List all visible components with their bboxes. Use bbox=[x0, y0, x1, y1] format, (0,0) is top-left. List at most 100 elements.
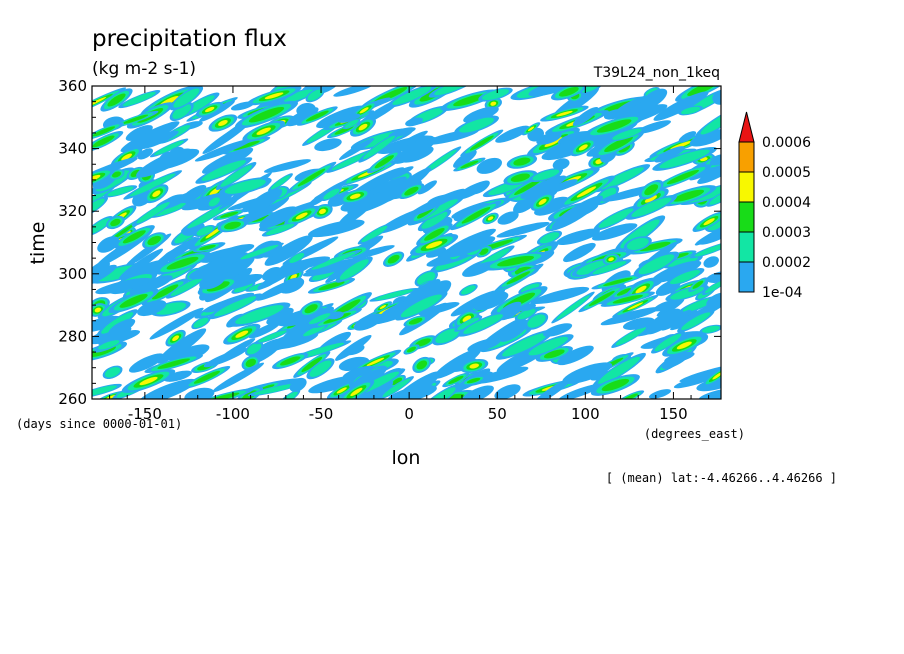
precip-cell bbox=[339, 138, 375, 160]
precip-cell bbox=[357, 223, 392, 245]
precip-contour bbox=[696, 376, 721, 392]
chart-title: precipitation flux bbox=[92, 26, 287, 52]
precip-contour bbox=[600, 307, 660, 326]
precip-contour bbox=[615, 327, 646, 346]
precip-contour bbox=[621, 393, 638, 399]
precip-cell bbox=[163, 370, 192, 382]
y-tick-label: 300 bbox=[58, 265, 87, 283]
precip-cell bbox=[689, 129, 721, 147]
precip-contour bbox=[702, 325, 720, 333]
precip-cell bbox=[228, 302, 291, 327]
precip-contour bbox=[395, 130, 428, 149]
precip-cell bbox=[217, 218, 248, 233]
precip-cell bbox=[661, 352, 690, 369]
precip-cell bbox=[645, 308, 681, 335]
precip-contour bbox=[157, 358, 191, 369]
precip-contour bbox=[639, 241, 671, 251]
precip-contour bbox=[290, 274, 298, 280]
precip-cell bbox=[482, 212, 499, 225]
precip-cell bbox=[92, 383, 122, 399]
precip-cell bbox=[417, 209, 452, 232]
precip-cell bbox=[108, 318, 136, 336]
precip-contour bbox=[487, 216, 494, 221]
precip-contour bbox=[400, 294, 442, 318]
precip-contour bbox=[284, 89, 314, 103]
precip-cell bbox=[279, 277, 305, 294]
precip-contour bbox=[461, 285, 476, 295]
precip-contour bbox=[689, 129, 721, 147]
precip-contour bbox=[576, 260, 611, 275]
precip-contour bbox=[601, 378, 630, 392]
precip-contour bbox=[654, 333, 682, 352]
precip-cell bbox=[140, 130, 179, 149]
precip-contour bbox=[137, 300, 167, 317]
precip-contour bbox=[544, 137, 563, 147]
precip-cell bbox=[530, 192, 555, 211]
precip-contour bbox=[374, 155, 394, 169]
precip-cell bbox=[194, 224, 216, 238]
precip-cell bbox=[95, 277, 152, 295]
precip-cell bbox=[191, 316, 211, 330]
precip-contour bbox=[392, 377, 403, 386]
precip-cell bbox=[95, 338, 123, 351]
precip-cell bbox=[506, 154, 538, 169]
precip-cell bbox=[706, 292, 721, 308]
precip-contour bbox=[645, 308, 681, 335]
precip-contour bbox=[712, 372, 721, 380]
precip-cell bbox=[217, 244, 255, 258]
precip-cell bbox=[321, 187, 342, 202]
precip-contour bbox=[392, 86, 432, 105]
precip-contour bbox=[131, 132, 148, 145]
precip-cell bbox=[282, 256, 331, 271]
precip-contour bbox=[405, 117, 424, 127]
precip-contour bbox=[342, 365, 375, 379]
precip-contour bbox=[108, 318, 136, 336]
precip-cell bbox=[495, 329, 554, 360]
precip-cell bbox=[675, 86, 721, 102]
precip-cell bbox=[223, 323, 261, 345]
colorbar-box bbox=[738, 141, 755, 173]
precip-contour bbox=[220, 211, 239, 218]
precip-contour bbox=[626, 237, 649, 250]
precip-contour bbox=[122, 92, 156, 107]
precip-cell bbox=[528, 86, 581, 97]
precip-cell bbox=[583, 114, 646, 138]
precip-cell bbox=[689, 240, 721, 259]
precip-contour bbox=[172, 335, 180, 342]
precip-cell bbox=[534, 379, 571, 399]
precip-cell bbox=[293, 351, 331, 378]
precip-contour bbox=[97, 236, 120, 253]
precip-cell bbox=[520, 175, 567, 199]
precip-cell bbox=[425, 247, 447, 258]
precip-contour bbox=[472, 366, 529, 384]
precip-cell bbox=[314, 138, 342, 152]
precip-contour bbox=[259, 206, 298, 229]
precip-cell bbox=[92, 264, 117, 289]
precip-contour bbox=[169, 146, 185, 160]
precip-cell bbox=[563, 242, 596, 263]
precip-contour bbox=[217, 244, 255, 258]
precip-cell bbox=[118, 248, 164, 280]
y-axis-unit-label: (days since 0000-01-01) bbox=[16, 417, 182, 431]
precip-contour bbox=[247, 342, 262, 355]
precip-cell bbox=[551, 291, 595, 324]
precip-cell bbox=[692, 211, 721, 232]
precip-contour bbox=[460, 160, 479, 169]
colorbar-label: 0.0005 bbox=[762, 165, 811, 181]
precip-contour bbox=[92, 174, 101, 182]
precip-contour bbox=[469, 363, 480, 369]
precip-contour bbox=[514, 179, 542, 196]
precip-cell bbox=[706, 271, 721, 283]
precip-cell bbox=[268, 173, 293, 192]
precip-contour bbox=[457, 317, 480, 331]
precip-cell bbox=[694, 105, 721, 139]
precip-contour bbox=[286, 107, 319, 127]
precip-contour bbox=[563, 242, 596, 263]
precip-cell bbox=[592, 164, 651, 193]
precip-contour bbox=[202, 252, 248, 271]
precip-contour bbox=[697, 162, 721, 184]
precip-contour bbox=[281, 391, 298, 399]
precip-cell bbox=[460, 129, 504, 157]
precip-cell bbox=[266, 307, 294, 325]
precip-cell bbox=[207, 196, 222, 208]
